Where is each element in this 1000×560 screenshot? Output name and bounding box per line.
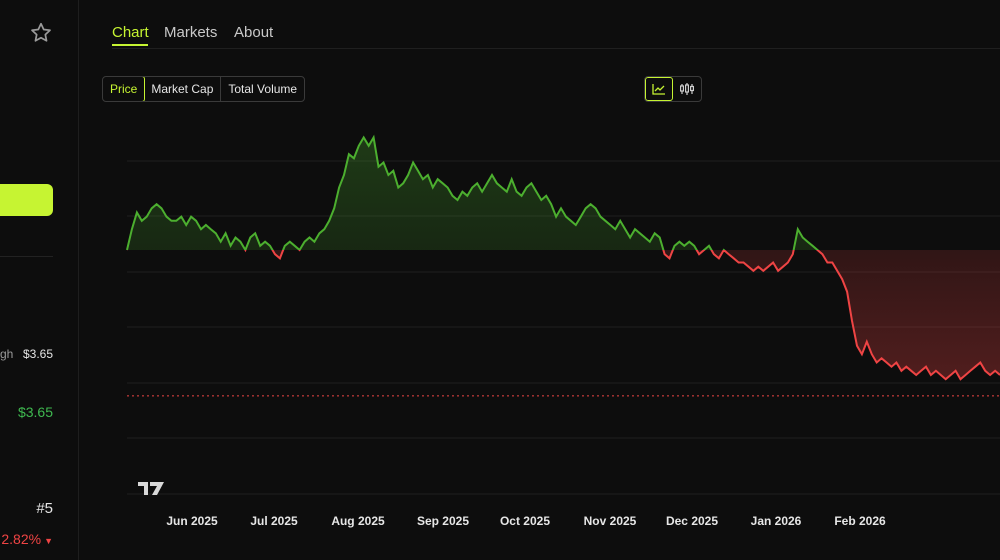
current-price: $3.65 — [17, 404, 53, 420]
metric-toggle: Price Market Cap Total Volume — [102, 76, 306, 102]
rank-value: #5 — [36, 500, 53, 517]
area-fill-up — [127, 137, 1000, 250]
price-toggle-button[interactable]: Price — [103, 77, 146, 101]
tradingview-logo — [138, 482, 164, 495]
price-line-up — [126, 134, 820, 250]
price-line-down — [127, 250, 1000, 381]
tab-chart[interactable]: Chart — [112, 24, 149, 41]
divider — [0, 256, 53, 257]
x-tick-label: Jun 2025 — [166, 514, 218, 528]
stat-label: gh — [0, 347, 14, 361]
x-tick-label: Nov 2025 — [584, 514, 637, 528]
tab-about[interactable]: About — [234, 24, 274, 41]
candlestick-button[interactable] — [673, 77, 701, 101]
x-tick-label: Feb 2026 — [834, 514, 886, 528]
candlestick-icon — [680, 83, 695, 95]
star-icon[interactable] — [28, 20, 54, 46]
x-tick-label: Jul 2025 — [250, 514, 298, 528]
x-tick-label: Sep 2025 — [417, 514, 469, 528]
x-tick-label: Jan 2026 — [751, 514, 802, 528]
stat-value: $3.65 — [22, 347, 53, 361]
line-chart-icon — [652, 84, 665, 95]
price-change: 2.82% ▼ — [1, 531, 53, 547]
down-arrow-icon: ▼ — [44, 536, 53, 546]
tab-bar: Chart Markets About — [112, 0, 1000, 49]
x-tick-label: Oct 2025 — [500, 514, 550, 528]
market-cap-toggle-button[interactable]: Market Cap — [144, 77, 222, 101]
chart-series — [126, 134, 1000, 397]
x-tick-label: Aug 2025 — [331, 514, 385, 528]
chart-gridlines — [127, 160, 1000, 495]
left-info-panel: gh $3.65 $3.65 #5 2.82% ▼ — [0, 0, 79, 560]
area-fill-down — [127, 250, 1000, 380]
tab-markets[interactable]: Markets — [164, 24, 218, 41]
x-axis-ticks: Jun 2025 Jul 2025 Aug 2025 Sep 2025 Oct 2025… — [166, 514, 886, 528]
chart-view-toggle — [644, 76, 702, 102]
x-tick-label: Dec 2025 — [666, 514, 718, 528]
tab-active-indicator — [112, 44, 148, 46]
line-chart-button[interactable] — [645, 77, 673, 101]
price-change-value: 2.82% — [1, 531, 42, 547]
total-volume-toggle-button[interactable]: Total Volume — [228, 82, 298, 96]
primary-action-button[interactable] — [0, 184, 53, 216]
